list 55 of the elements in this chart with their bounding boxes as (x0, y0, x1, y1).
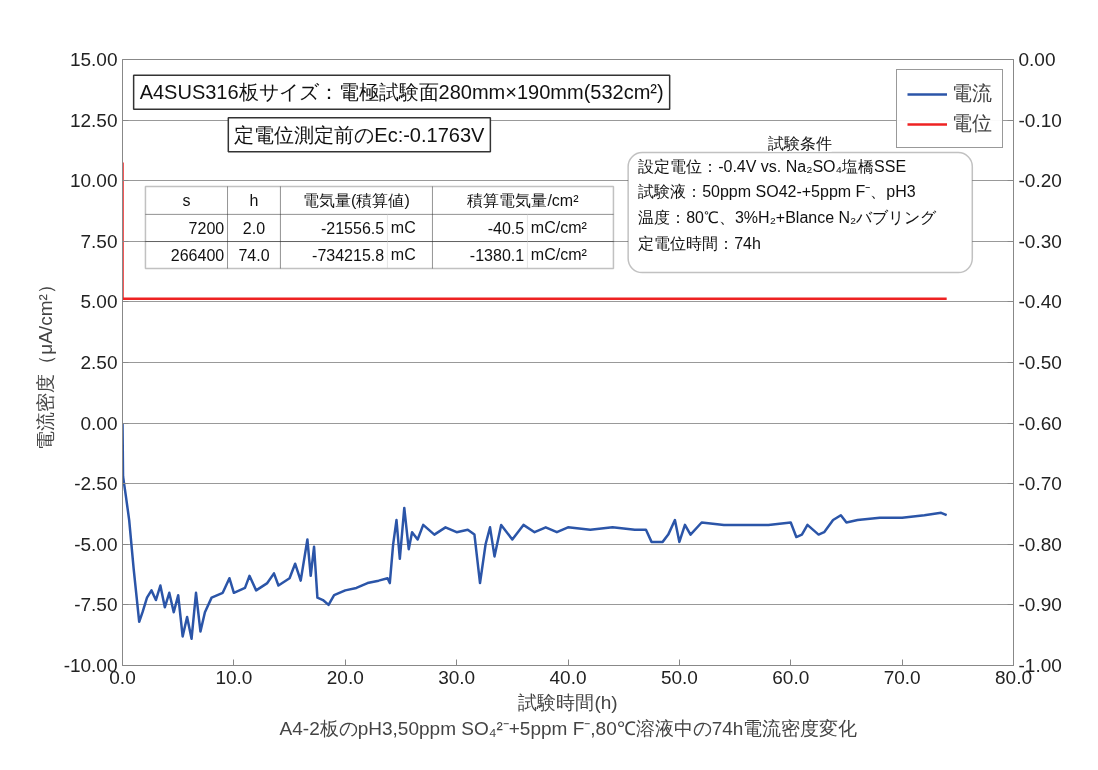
y2-tick-label: -0.90 (1018, 594, 1062, 616)
y2-tick-label: -0.70 (1018, 473, 1062, 495)
y-tick-label: 10.00 (69, 170, 118, 192)
y-tick-label: 12.50 (69, 109, 118, 131)
x-tick-label: 40.0 (549, 666, 587, 688)
x-tick-label: 70.0 (883, 666, 921, 688)
annotation: -40.5 (487, 219, 525, 237)
x-tick-label: 10.0 (215, 666, 253, 688)
y-tick-label: -5.00 (74, 533, 118, 555)
annotation: 2.0 (242, 219, 266, 237)
text: A4-2板のpH3,50ppm SO₄²⁻+5ppm F⁻,80℃溶液中の74h電流密度変化 (279, 717, 858, 739)
y-tick-label: 2.50 (80, 352, 118, 373)
annotation: -21556.5 (320, 219, 385, 237)
y2-tick-label: 0.00 (1018, 49, 1056, 70)
annotation: -1380.1 (469, 247, 525, 264)
y2-tick-label: -0.40 (1018, 291, 1062, 313)
y2-tick-label: -0.50 (1018, 352, 1062, 373)
annotation: 電気量(積算値) (303, 191, 410, 209)
y-tick-label: 7.50 (80, 230, 118, 252)
annotation: 74.0 (238, 247, 270, 264)
y-tick-label: 5.00 (80, 291, 118, 313)
annotation: 温度：80℃、3%H₂+Blance N₂バブリング (638, 209, 938, 227)
annotation: 設定電位：-0.4V vs. Na₂SO₄塩橋SSE (638, 157, 907, 175)
x-tick-label: 20.0 (326, 666, 364, 688)
y2-tick-label: -0.30 (1018, 230, 1062, 252)
y-axis-title: 電流密度（μA/cm²） (34, 275, 56, 450)
legend-label: 電流 (952, 81, 992, 106)
annotation: mC (390, 219, 416, 237)
annotation: 定電位時間：74h (638, 235, 761, 253)
annotation: 試験液：50ppm SO42-+5ppm F⁻、pH3 (638, 183, 916, 201)
x-axis-title: 試験時間(h) (518, 691, 618, 713)
y2-tick-label: -0.10 (1018, 109, 1062, 131)
x-tick-label: 30.0 (438, 666, 476, 688)
y-tick-label: -2.50 (74, 473, 118, 495)
x-tick-label: 50.0 (660, 666, 698, 688)
annotation: A4SUS316板サイズ：電極試験面280mm×190mm(532cm²) (139, 81, 664, 104)
annotation: -734215.8 (312, 247, 385, 264)
legend-label: 電位 (952, 111, 992, 136)
y-tick-label: 0.00 (80, 412, 118, 434)
annotation: 7200 (188, 219, 225, 237)
annotation: mC/cm² (530, 246, 588, 264)
annotation: mC/cm² (530, 219, 588, 237)
annotation: mC (390, 246, 416, 264)
annotation: h (249, 191, 259, 209)
annotation: s (182, 191, 191, 209)
y-tick-label: -7.50 (74, 594, 118, 616)
x-tick-label: 60.0 (772, 666, 810, 688)
y-tick-label: 15.00 (69, 49, 118, 70)
annotation: 266400 (170, 247, 225, 264)
annotation: 試験条件 (767, 134, 832, 152)
annotation: 定電位測定前のEc:-0.1763V (234, 123, 486, 146)
annotation: 積算電気量/cm² (467, 191, 580, 209)
y2-tick-label: -0.80 (1018, 533, 1062, 555)
y2-tick-label: -0.20 (1018, 170, 1062, 192)
y2-tick-label: -0.60 (1018, 412, 1062, 434)
